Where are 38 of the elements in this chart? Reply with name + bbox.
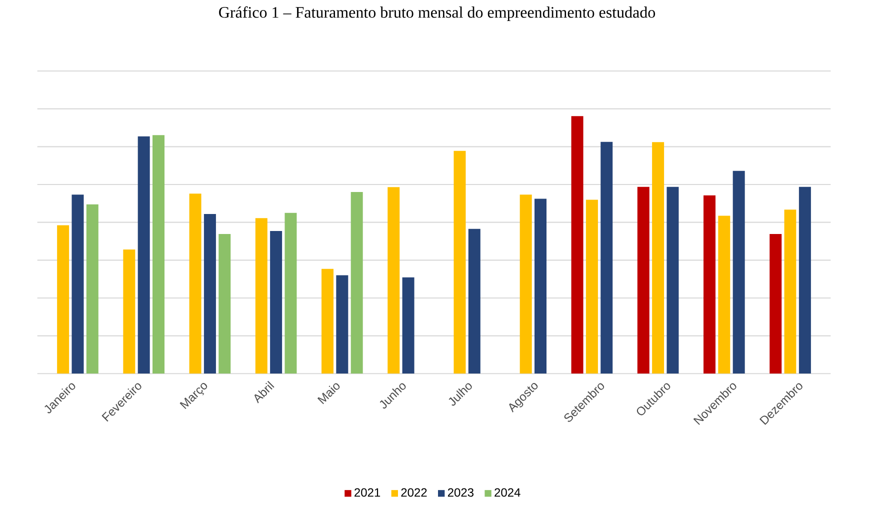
legend-label: 2022: [401, 488, 427, 497]
bar: [255, 218, 268, 374]
bar: [72, 194, 84, 374]
legend-label: 2024: [494, 488, 520, 497]
bar: [534, 198, 547, 374]
legend-label: 2023: [448, 488, 474, 497]
bar: [86, 204, 98, 374]
bar: [138, 136, 150, 374]
bar: [454, 150, 466, 374]
bar: [520, 194, 532, 374]
bar: [152, 135, 165, 374]
bar: [770, 234, 782, 374]
bar: [284, 212, 297, 374]
bar: [637, 186, 650, 374]
bar: [600, 142, 613, 374]
bar: [732, 170, 745, 374]
bar: [704, 195, 716, 374]
chart-title: Gráfico 1 – Faturamento bruto mensal do empreendimento estudado: [219, 6, 656, 22]
bar: [586, 200, 598, 374]
bar: [270, 230, 282, 374]
bar: [652, 142, 664, 374]
bar: [388, 187, 400, 374]
bar: [322, 268, 334, 374]
bar: [57, 225, 70, 374]
bar: [123, 250, 136, 374]
bar: [718, 216, 730, 374]
bar: [468, 228, 480, 374]
bar: [402, 277, 414, 374]
legend-label: 2021: [354, 488, 380, 497]
bar: [798, 186, 811, 374]
bar: [666, 186, 679, 374]
bar: [350, 192, 363, 374]
bar: [204, 214, 216, 374]
bar: [218, 234, 231, 374]
bar: [336, 275, 348, 374]
bar: [571, 116, 584, 374]
bar: [189, 194, 202, 374]
bar: [784, 210, 796, 374]
